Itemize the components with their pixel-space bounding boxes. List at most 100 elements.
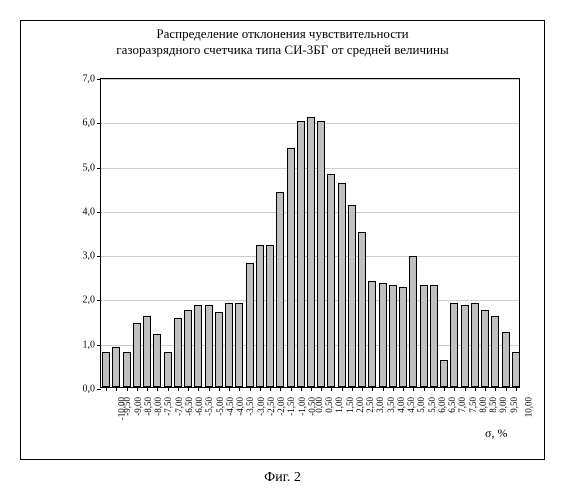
x-tick (506, 387, 507, 391)
bar (307, 117, 315, 387)
x-tick (362, 387, 363, 391)
bar (112, 347, 120, 387)
y-tick-label: 7,0 (83, 74, 96, 85)
x-tick (260, 387, 261, 391)
x-tick (352, 387, 353, 391)
chart-title-line1: Распределение отклонения чувствительност… (156, 26, 408, 41)
x-tick (403, 387, 404, 391)
x-tick-label: -8,00 (153, 397, 163, 416)
bar (368, 281, 376, 387)
x-tick-label: -2,00 (276, 397, 286, 416)
bar (348, 205, 356, 387)
x-tick-label: 4,00 (396, 397, 406, 413)
bar (215, 312, 223, 387)
bar (246, 263, 254, 387)
x-tick (495, 387, 496, 391)
x-tick (137, 387, 138, 391)
bar (297, 121, 305, 387)
y-tick-label: 1,0 (83, 339, 96, 350)
bar (205, 305, 213, 387)
x-tick (127, 387, 128, 391)
x-tick-label: -9,00 (132, 397, 142, 416)
bar (327, 174, 335, 387)
x-tick-label: 1,00 (334, 397, 344, 413)
x-tick-label: 3,50 (385, 397, 395, 413)
bar (184, 310, 192, 388)
bar (430, 285, 438, 387)
y-tick (97, 79, 101, 80)
x-tick (219, 387, 220, 391)
bar (440, 360, 448, 387)
x-tick (331, 387, 332, 391)
x-tick-label: -6,50 (184, 397, 194, 416)
x-tick (291, 387, 292, 391)
x-tick (250, 387, 251, 391)
x-tick (342, 387, 343, 391)
bar (420, 285, 428, 387)
y-tick-label: 6,0 (83, 118, 96, 129)
x-tick-label: -3,00 (255, 397, 265, 416)
plot-area: 0,01,02,03,04,05,06,07,0-10,00-9,50-9,00… (100, 78, 520, 388)
x-tick-label: 4,50 (406, 397, 416, 413)
y-tick-label: 5,0 (83, 162, 96, 173)
x-axis-title: σ, % (485, 426, 507, 441)
x-tick-label: 10,00 (523, 397, 533, 417)
x-tick (516, 387, 517, 391)
x-tick (209, 387, 210, 391)
x-tick-label: -5,00 (214, 397, 224, 416)
x-tick (485, 387, 486, 391)
bar (123, 352, 131, 387)
bar (512, 352, 520, 387)
x-tick (475, 387, 476, 391)
bar (143, 316, 151, 387)
page: Распределение отклонения чувствительност… (0, 0, 565, 500)
x-tick-label: 0,50 (324, 397, 334, 413)
bar (317, 121, 325, 387)
bar (379, 283, 387, 387)
x-tick (311, 387, 312, 391)
x-tick-label: -7,00 (173, 397, 183, 416)
x-tick-label: -2,50 (266, 397, 276, 416)
x-tick (424, 387, 425, 391)
x-tick-label: -5,50 (204, 397, 214, 416)
x-tick-label: -6,00 (194, 397, 204, 416)
bar (481, 310, 489, 388)
x-tick (393, 387, 394, 391)
x-tick (280, 387, 281, 391)
bar (409, 256, 417, 387)
x-tick-label: 6,50 (447, 397, 457, 413)
bar (502, 332, 510, 387)
bar (471, 303, 479, 387)
bar (276, 192, 284, 387)
x-tick-label: 1,50 (344, 397, 354, 413)
x-tick-label: -4,50 (225, 397, 235, 416)
bar (338, 183, 346, 387)
x-tick (188, 387, 189, 391)
x-tick (168, 387, 169, 391)
bar (256, 245, 264, 387)
x-tick (434, 387, 435, 391)
y-tick (97, 256, 101, 257)
y-tick (97, 212, 101, 213)
bar (164, 352, 172, 387)
y-tick (97, 389, 101, 390)
x-tick-label: 9,00 (498, 397, 508, 413)
bar (287, 148, 295, 387)
x-tick (454, 387, 455, 391)
x-tick (465, 387, 466, 391)
bar (194, 305, 202, 387)
x-tick (270, 387, 271, 391)
x-tick (239, 387, 240, 391)
x-tick (147, 387, 148, 391)
bar (358, 232, 366, 387)
x-tick-label: -4,00 (235, 397, 245, 416)
x-tick-label: 9,50 (508, 397, 518, 413)
x-tick-label: 5,50 (426, 397, 436, 413)
x-tick (157, 387, 158, 391)
bar (102, 352, 110, 387)
x-tick-label: -7,50 (163, 397, 173, 416)
x-tick-label: -1,00 (296, 397, 306, 416)
bar (461, 305, 469, 387)
bar (225, 303, 233, 387)
x-tick-label: 2,50 (365, 397, 375, 413)
